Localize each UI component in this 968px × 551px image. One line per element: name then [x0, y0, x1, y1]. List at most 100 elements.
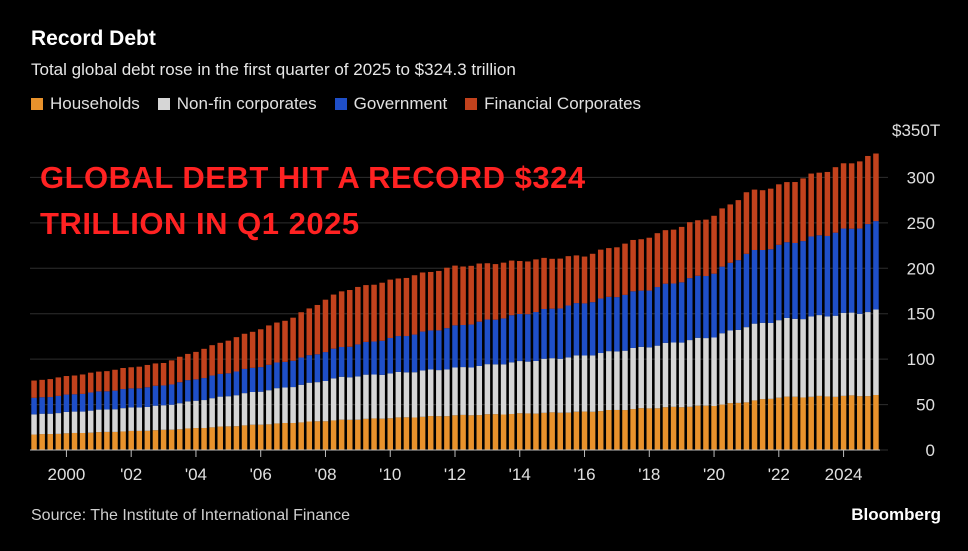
bar-segment-government [800, 241, 806, 320]
bar-segment-government [395, 336, 402, 372]
bar-segment-government [573, 303, 580, 356]
bar-segment-households [695, 405, 701, 450]
bar-segment-government [606, 296, 612, 352]
bar-segment-nonfin [314, 382, 321, 422]
bar-segment-nonfin [492, 364, 499, 415]
bar-segment-government [695, 275, 701, 338]
bar-segment-financial [678, 226, 685, 283]
bar-segment-financial [703, 219, 709, 277]
bar-segment-nonfin [646, 347, 653, 409]
bar-segment-financial [225, 340, 232, 374]
bar-segment-government [347, 346, 353, 378]
bar-segment-financial [695, 220, 701, 276]
source-note: Source: The Institute of International F… [31, 507, 351, 524]
bar-segment-households [525, 413, 531, 450]
bar-segment-government [808, 236, 814, 317]
bar-segment-financial [500, 262, 507, 319]
bar-segment-households [322, 421, 329, 450]
bar-segment-nonfin [63, 411, 70, 434]
bar-segment-nonfin [557, 358, 563, 413]
bar-segment-financial [427, 271, 434, 331]
bar-segment-households [873, 394, 879, 450]
bar-segment-nonfin [857, 313, 863, 397]
bar-segment-households [533, 413, 539, 450]
bar-segment-financial [201, 348, 207, 379]
bar-segment-government [330, 348, 337, 379]
y-tick-label: 300 [907, 168, 935, 187]
bar-segment-nonfin [865, 312, 871, 397]
bar-segment-government [419, 331, 426, 371]
bar-segment-households [71, 432, 78, 450]
bar-segment-nonfin [541, 358, 547, 413]
bar-segment-government [719, 266, 725, 334]
bar-segment-government [104, 391, 110, 410]
bar-segment-nonfin [654, 345, 661, 409]
bar-segment-financial [274, 322, 280, 363]
bar-segment-financial [298, 312, 304, 358]
bar-segment-nonfin [573, 355, 580, 412]
bar-segment-government [274, 362, 280, 389]
bar-segment-nonfin [355, 376, 361, 420]
bar-segment-financial [792, 182, 798, 243]
bar-segment-government [792, 242, 798, 319]
y-tick-label: 0 [926, 441, 935, 460]
bar-segment-government [314, 354, 321, 383]
bar-segment-households [201, 427, 207, 450]
bar-segment-nonfin [508, 362, 515, 414]
bar-segment-government [759, 250, 766, 323]
bar-segment-nonfin [87, 410, 94, 433]
bar-segment-government [371, 341, 377, 375]
bar-segment-financial [711, 215, 717, 274]
bar-segment-financial [767, 188, 774, 250]
bar-segment-government [177, 382, 183, 404]
bar-segment-financial [87, 372, 94, 393]
bar-segment-households [274, 423, 280, 450]
legend-item-government: Government [334, 94, 447, 114]
bar-segment-households [298, 422, 304, 450]
bar-segment-government [581, 303, 588, 356]
bar-segment-government [444, 328, 450, 370]
bar-segment-nonfin [808, 316, 814, 397]
bar-segment-government [136, 388, 143, 408]
y-tick-label: 200 [907, 259, 935, 278]
bar-segment-nonfin [743, 327, 750, 403]
bar-segment-government [614, 297, 620, 352]
x-tick-label: '14 [509, 465, 531, 484]
bar-segment-financial [306, 308, 313, 356]
bar-segment-financial [549, 258, 555, 309]
bar-segment-government [840, 228, 847, 313]
bar-segment-nonfin [233, 395, 240, 427]
bar-segment-government [541, 309, 547, 359]
bar-segment-households [419, 416, 426, 450]
bar-segment-government [776, 244, 782, 321]
bar-segment-households [363, 418, 369, 450]
bar-segment-households [832, 396, 839, 450]
bar-segment-nonfin [274, 388, 280, 424]
bar-segment-financial [338, 291, 345, 348]
bar-segment-financial [193, 351, 199, 380]
bar-segment-nonfin [695, 337, 701, 406]
bar-segment-households [549, 412, 555, 450]
bar-segment-households [711, 406, 717, 450]
bar-segment-nonfin [71, 411, 78, 433]
bar-segment-financial [565, 256, 572, 306]
bar-segment-nonfin [427, 369, 434, 417]
bar-segment-government [379, 340, 385, 375]
bar-segment-households [792, 396, 798, 450]
bar-segment-financial [71, 375, 78, 395]
bar-segment-government [112, 390, 118, 410]
bar-segment-government [128, 388, 134, 408]
bar-segment-financial [452, 265, 458, 326]
chart-subtitle: Total global debt rose in the first quar… [31, 60, 516, 79]
bar-segment-nonfin [136, 407, 143, 431]
bar-segment-government [735, 260, 742, 330]
bar-segment-government [403, 336, 410, 373]
bar-segment-nonfin [120, 408, 126, 432]
bar-segment-financial [751, 189, 758, 250]
bar-segment-households [347, 419, 353, 450]
bar-segment-government [565, 305, 572, 358]
bar-segment-financial [395, 278, 402, 337]
bar-segment-financial [573, 255, 580, 304]
bar-segment-nonfin [96, 409, 102, 433]
bar-segment-government [411, 334, 418, 373]
